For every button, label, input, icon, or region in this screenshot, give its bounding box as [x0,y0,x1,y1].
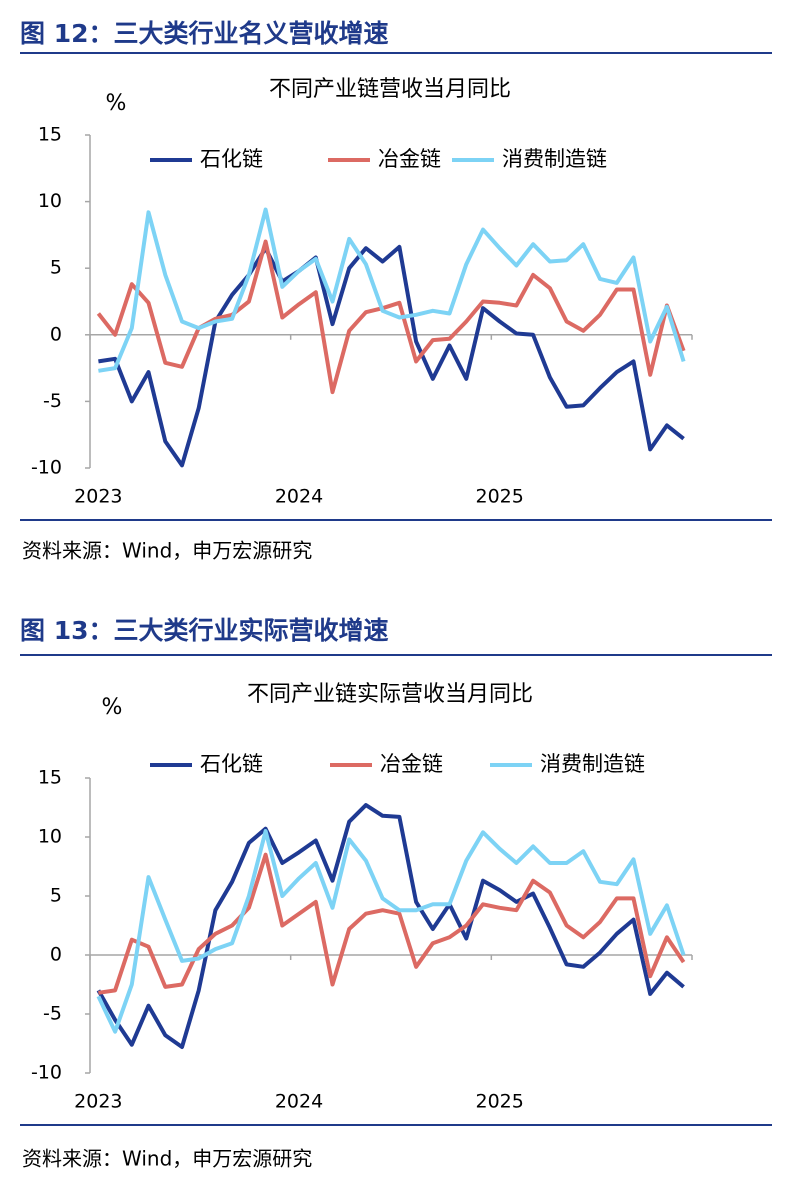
series-line [98,244,685,468]
y-tick-label: -10 [31,457,62,479]
source-note: 资料来源：Wind，申万宏源研究 [22,1147,312,1171]
legend-label: 冶金链 [378,147,441,171]
legend-label: 消费制造链 [502,147,607,171]
figure-heading: 图 13：三大类行业实际营收增速 [20,616,389,645]
y-tick-label: -5 [43,1003,62,1025]
y-axis-label: % [106,91,127,116]
x-tick-label: 2025 [476,1091,524,1113]
y-tick-label: 0 [50,323,62,345]
legend-label: 石化链 [200,752,263,776]
x-tick-label: 2024 [275,1091,323,1113]
y-tick-label: 15 [38,767,62,789]
chart-title: 不同产业链营收当月同比 [269,77,511,102]
legend-label: 石化链 [200,147,263,171]
x-tick-label: 2023 [74,1091,122,1113]
series-line [96,239,686,395]
y-tick-label: 5 [50,885,62,907]
y-axis-label: % [102,695,123,720]
x-tick-label: 2023 [74,486,122,508]
figure-heading: 图 12：三大类行业名义营收增速 [20,19,389,48]
y-tick-label: -10 [31,1062,62,1084]
y-tick-label: 0 [50,944,62,966]
legend-label: 消费制造链 [540,752,645,776]
y-tick-label: -5 [43,390,62,412]
y-tick-label: 5 [50,257,62,279]
series-line [96,829,686,1034]
legend-label: 冶金链 [380,752,443,776]
series-line [98,852,686,995]
chart-title: 不同产业链实际营收当月同比 [247,682,533,707]
source-note: 资料来源：Wind，申万宏源研究 [22,539,312,563]
y-tick-label: 10 [38,190,62,212]
y-tick-label: 10 [38,826,62,848]
y-tick-label: 15 [38,124,62,146]
x-tick-label: 2025 [476,486,524,508]
series-line [96,803,685,1049]
series-line [98,207,686,373]
x-tick-label: 2024 [275,486,323,508]
